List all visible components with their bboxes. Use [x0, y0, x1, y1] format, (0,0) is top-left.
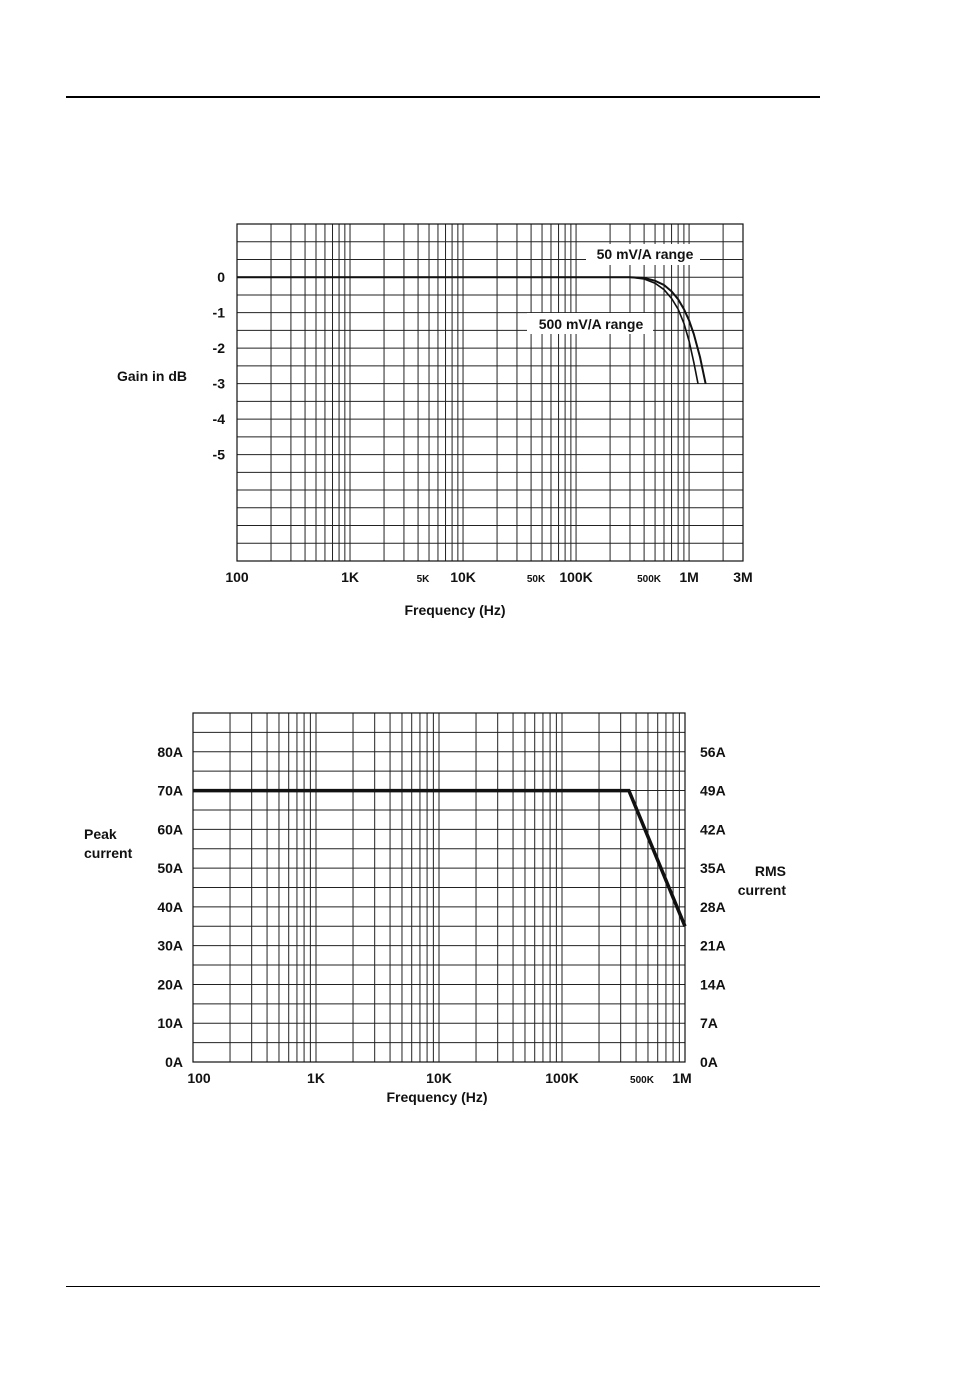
- y-axis-label: Gain in dB: [117, 368, 187, 384]
- x-tick-label: 500K: [630, 1075, 655, 1086]
- gridlines: [192, 712, 686, 1063]
- y-axis-label-right: RMS: [755, 863, 786, 879]
- series-label-bg: [586, 244, 700, 265]
- gain-vs-frequency-chart: 100 1K 5K 10K 50K 100K 500K 1M 3M 0 -1 -2 -3 -4 -5 Freq…: [117, 223, 753, 618]
- y-tick-label-left: 70A: [157, 783, 183, 799]
- x-tick-label: 100: [187, 1070, 211, 1086]
- y-tick-label-left: 10A: [157, 1015, 183, 1031]
- plot-frame: [192, 712, 686, 1063]
- y-tick-label: -5: [213, 447, 226, 463]
- y-tick-label-right: 0A: [700, 1054, 718, 1070]
- y-tick-label-right: 28A: [700, 899, 726, 915]
- footer-rule: [66, 1286, 820, 1287]
- y-tick-label-left: 50A: [157, 860, 183, 876]
- y-tick-label-right: 49A: [700, 783, 726, 799]
- y-tick-label-left: 30A: [157, 938, 183, 954]
- x-tick-label: 100: [225, 569, 249, 585]
- y-tick-label-left: 40A: [157, 899, 183, 915]
- y-tick-label-left: 0A: [165, 1054, 183, 1070]
- y-tick-label: -1: [213, 305, 226, 321]
- y-axis-label-right: current: [738, 882, 787, 898]
- x-axis-label: Frequency (Hz): [404, 602, 505, 618]
- y-tick-label-left: 80A: [157, 744, 183, 760]
- y-tick-label-right: 7A: [700, 1015, 718, 1031]
- series-label: 500 mV/A range: [539, 316, 644, 332]
- y-tick-label-right: 56A: [700, 744, 726, 760]
- x-tick-label: 50K: [527, 574, 546, 585]
- y-tick-label-right: 21A: [700, 938, 726, 954]
- y-tick-label-right: 42A: [700, 821, 726, 837]
- x-tick-label: 3M: [733, 569, 752, 585]
- series-line: [193, 788, 687, 927]
- x-tick-label: 10K: [450, 569, 476, 585]
- y-tick-label-left: 60A: [157, 821, 183, 837]
- plot-frame: [236, 223, 744, 562]
- y-tick-label: 0: [217, 269, 225, 285]
- y-axis-label-left: current: [84, 845, 133, 861]
- y-tick-label-right: 14A: [700, 976, 726, 992]
- series-line: [237, 276, 699, 384]
- y-tick-label: -4: [213, 411, 226, 427]
- x-tick-label: 10K: [426, 1070, 452, 1086]
- series-label: 50 mV/A range: [597, 246, 694, 262]
- header-rule: [66, 96, 820, 98]
- x-tick-label: 5K: [417, 574, 431, 585]
- series-label-bg: [527, 313, 653, 334]
- x-axis-label: Frequency (Hz): [386, 1089, 487, 1105]
- x-tick-label: 1M: [672, 1070, 691, 1086]
- y-tick-label: -2: [213, 340, 226, 356]
- x-tick-label: 100K: [545, 1070, 578, 1086]
- y-tick-label: -3: [213, 376, 226, 392]
- y-axis-label-left: Peak: [84, 826, 117, 842]
- x-tick-label: 100K: [559, 569, 592, 585]
- x-tick-label: 1M: [679, 569, 698, 585]
- x-tick-label: 1K: [307, 1070, 325, 1086]
- y-tick-label-right: 35A: [700, 860, 726, 876]
- y-tick-label-left: 20A: [157, 976, 183, 992]
- x-tick-label: 1K: [341, 569, 359, 585]
- x-tick-label: 500K: [637, 574, 662, 585]
